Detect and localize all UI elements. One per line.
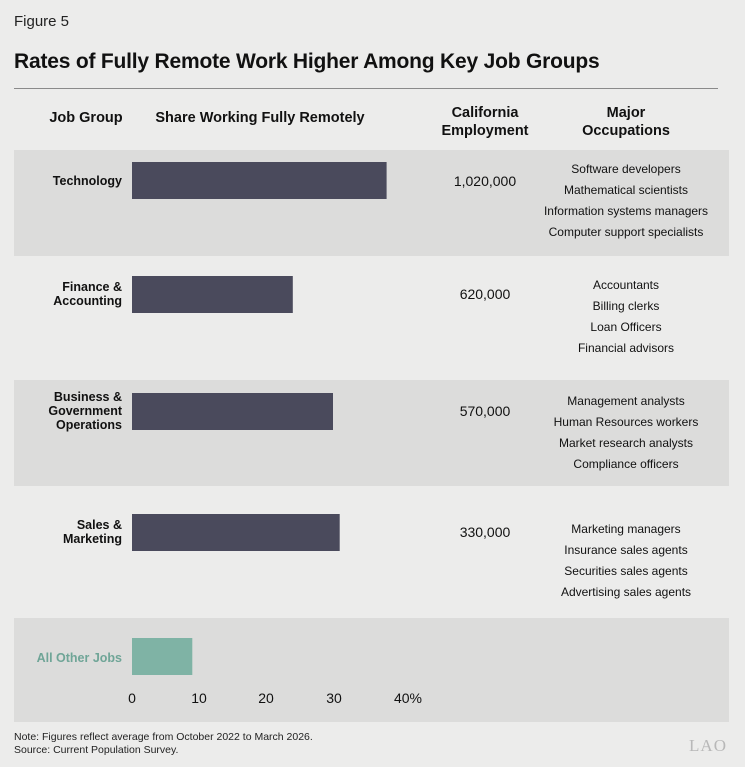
header-employment-line2: Employment bbox=[441, 123, 529, 139]
job-label-line: Technology bbox=[52, 174, 122, 188]
occupation-item: Securities sales agents bbox=[564, 564, 688, 578]
job-label-line: Business & bbox=[53, 390, 122, 404]
occupation-item: Information systems managers bbox=[543, 204, 709, 218]
bar bbox=[132, 393, 333, 430]
footnote: Note: Figures reflect average from Octob… bbox=[14, 731, 313, 743]
job-label-line: All Other Jobs bbox=[36, 651, 122, 665]
occupation-item: Financial advisors bbox=[577, 341, 675, 355]
source-note: Source: Current Population Survey. bbox=[14, 744, 179, 756]
occupation-item: Billing clerks bbox=[592, 299, 660, 313]
employment-value: 1,020,000 bbox=[453, 173, 517, 189]
job-label-line: Operations bbox=[56, 418, 122, 432]
title-rule bbox=[14, 88, 718, 89]
x-tick-label: 0 bbox=[128, 690, 136, 706]
occupation-item: Loan Officers bbox=[590, 320, 662, 334]
header-employment: California Employment bbox=[430, 104, 540, 140]
employment-value: 570,000 bbox=[459, 403, 511, 419]
job-label-line: Government bbox=[48, 404, 122, 418]
job-label-line: Accounting bbox=[53, 294, 122, 308]
job-group-label: Business & Government Operations bbox=[14, 390, 122, 432]
occupation-item: Advertising sales agents bbox=[560, 585, 692, 599]
occupation-item: Mathematical scientists bbox=[563, 183, 689, 197]
occupation-list: Accountants Billing clerks Loan Officers… bbox=[540, 275, 712, 359]
x-tick-label: 30 bbox=[326, 690, 342, 706]
occupation-list: Software developers Mathematical scienti… bbox=[540, 159, 712, 243]
job-group-label: Sales & Marketing bbox=[14, 518, 122, 546]
occupation-item: Accountants bbox=[592, 278, 660, 292]
employment-value: 330,000 bbox=[459, 524, 511, 540]
figure-label: Figure 5 bbox=[14, 13, 70, 30]
occupation-list: Marketing managers Insurance sales agent… bbox=[540, 519, 712, 603]
occupation-item: Market research analysts bbox=[558, 436, 694, 450]
job-group-label: Technology bbox=[14, 174, 122, 188]
job-label-line: Marketing bbox=[62, 532, 122, 546]
bar bbox=[132, 276, 293, 313]
occupation-item: Insurance sales agents bbox=[564, 543, 688, 557]
occupation-item: Marketing managers bbox=[571, 522, 681, 536]
x-tick-label: 20 bbox=[258, 690, 274, 706]
occupation-item: Computer support specialists bbox=[548, 225, 704, 239]
occupation-list: Management analysts Human Resources work… bbox=[540, 391, 712, 475]
employment-value: 620,000 bbox=[459, 286, 511, 302]
occupation-item: Compliance officers bbox=[573, 457, 679, 471]
lao-logo: LAO bbox=[689, 736, 727, 755]
occupation-item: Management analysts bbox=[567, 394, 685, 408]
job-label-line: Finance & bbox=[62, 280, 122, 294]
header-occupations-line1: Major bbox=[606, 105, 646, 121]
bar bbox=[132, 162, 387, 199]
bar bbox=[132, 514, 340, 551]
job-label-line: Sales & bbox=[76, 518, 122, 532]
job-group-label: Finance & Accounting bbox=[14, 280, 122, 308]
header-employment-line1: California bbox=[451, 105, 519, 121]
header-share: Share Working Fully Remotely bbox=[155, 110, 365, 126]
x-tick-label: 40% bbox=[393, 690, 423, 706]
bar bbox=[132, 638, 193, 675]
chart-title: Rates of Fully Remote Work Higher Among … bbox=[14, 50, 600, 73]
x-tick-label: 10 bbox=[191, 690, 207, 706]
occupation-item: Software developers bbox=[571, 162, 681, 176]
job-group-label-highlight: All Other Jobs bbox=[14, 651, 122, 665]
header-occupations: Major Occupations bbox=[560, 104, 692, 140]
header-job-group: Job Group bbox=[49, 110, 123, 126]
occupation-item: Human Resources workers bbox=[553, 415, 699, 429]
header-occupations-line2: Occupations bbox=[582, 123, 670, 139]
